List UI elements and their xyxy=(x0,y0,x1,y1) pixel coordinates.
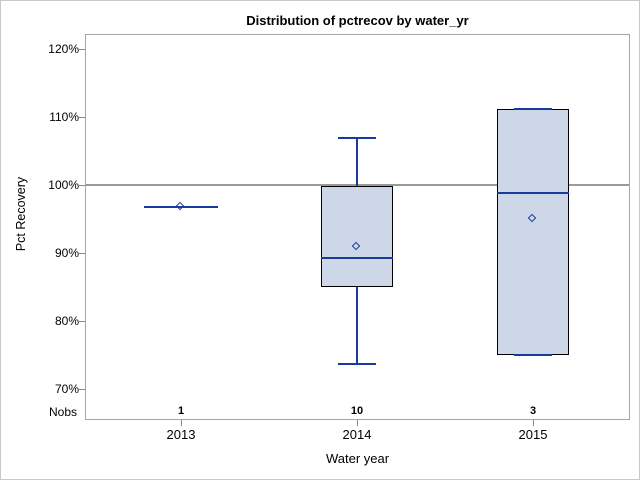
y-tick-mark xyxy=(79,184,85,186)
y-tick-mark xyxy=(79,116,85,118)
x-tick-mark xyxy=(180,420,182,426)
whisker-cap-upper-2014 xyxy=(338,137,376,140)
whisker-upper-2014 xyxy=(356,138,358,187)
whisker-cap-upper-2015 xyxy=(514,107,552,110)
nobs-label: Nobs xyxy=(48,405,77,419)
y-axis-label: Pct Recovery xyxy=(14,176,28,252)
y-tick-label: 80% xyxy=(54,314,79,328)
x-tick-mark xyxy=(532,420,534,426)
x-category-label: 2014 xyxy=(342,427,372,442)
whisker-cap-lower-2015 xyxy=(514,354,552,356)
y-tick-label: 100% xyxy=(48,178,79,192)
x-tick-mark xyxy=(356,420,358,426)
y-tick-mark xyxy=(79,252,85,254)
y-tick-label: 110% xyxy=(49,110,79,124)
nobs-value: 1 xyxy=(177,405,185,417)
x-axis-label: Water year xyxy=(325,451,390,466)
whisker-lower-2014 xyxy=(356,287,358,364)
whisker-cap-lower-2014 xyxy=(338,362,376,365)
box-2015 xyxy=(497,108,569,355)
y-tick-label: 70% xyxy=(54,382,79,396)
nobs-value: 10 xyxy=(350,405,364,417)
x-category-label: 2013 xyxy=(166,427,196,442)
y-tick-mark xyxy=(79,320,85,322)
median-line-2014 xyxy=(321,256,393,259)
nobs-value: 3 xyxy=(529,405,537,417)
median-line-2013 xyxy=(144,206,218,209)
x-category-label: 2015 xyxy=(518,427,548,442)
chart-title: Distribution of pctrecov by water_yr xyxy=(246,13,469,28)
y-tick-mark xyxy=(79,48,85,50)
box-2014 xyxy=(321,186,393,287)
y-tick-label: 120% xyxy=(48,42,79,56)
y-tick-label: 90% xyxy=(54,246,79,260)
y-tick-mark xyxy=(79,388,85,390)
median-line-2015 xyxy=(497,192,569,195)
